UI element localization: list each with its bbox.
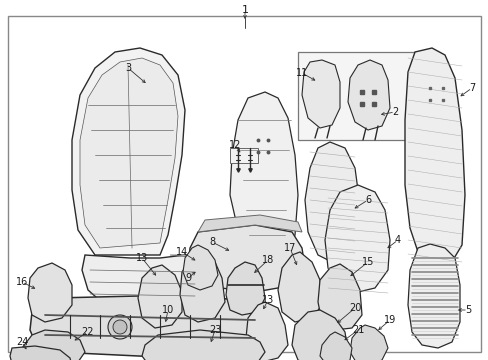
Polygon shape: [72, 48, 184, 255]
Text: 13: 13: [262, 295, 274, 305]
Polygon shape: [245, 302, 287, 360]
Bar: [297, 52, 425, 140]
Text: 22: 22: [81, 327, 94, 337]
Text: 23: 23: [208, 325, 221, 335]
Text: 11: 11: [295, 68, 307, 78]
Text: 10: 10: [162, 305, 174, 315]
Text: 19: 19: [383, 315, 395, 325]
Polygon shape: [404, 48, 464, 268]
Polygon shape: [10, 346, 72, 360]
Text: 6: 6: [364, 195, 370, 205]
Text: 16: 16: [16, 277, 28, 287]
Text: 4: 4: [394, 235, 400, 245]
Text: 5: 5: [464, 305, 470, 315]
Polygon shape: [138, 265, 182, 328]
Text: 14: 14: [176, 247, 188, 257]
Text: 12: 12: [228, 140, 241, 150]
Text: 2: 2: [391, 107, 397, 117]
Polygon shape: [80, 58, 178, 248]
Polygon shape: [180, 255, 224, 322]
Polygon shape: [30, 295, 269, 358]
Polygon shape: [142, 330, 264, 360]
Text: 13: 13: [136, 253, 148, 263]
Text: 17: 17: [283, 243, 296, 253]
Text: 7: 7: [468, 83, 474, 93]
Polygon shape: [291, 310, 347, 360]
Polygon shape: [225, 262, 264, 315]
Bar: [229, 148, 258, 163]
Text: 8: 8: [208, 237, 215, 247]
Polygon shape: [229, 92, 297, 262]
Circle shape: [113, 320, 127, 334]
Text: 21: 21: [351, 325, 364, 335]
Text: 1: 1: [241, 5, 248, 15]
Polygon shape: [82, 255, 204, 312]
Polygon shape: [319, 332, 351, 360]
Polygon shape: [20, 330, 85, 360]
Text: 18: 18: [262, 255, 274, 265]
Polygon shape: [183, 245, 218, 290]
Polygon shape: [325, 185, 389, 292]
Text: 3: 3: [124, 63, 131, 73]
Text: 20: 20: [348, 303, 361, 313]
Polygon shape: [302, 60, 339, 128]
Text: 9: 9: [184, 273, 191, 283]
Polygon shape: [170, 255, 209, 308]
Polygon shape: [305, 142, 359, 262]
Polygon shape: [347, 60, 389, 130]
Polygon shape: [278, 252, 321, 322]
Polygon shape: [317, 264, 361, 330]
Circle shape: [108, 315, 132, 339]
Polygon shape: [28, 263, 72, 322]
Text: 24: 24: [16, 337, 28, 347]
Polygon shape: [187, 225, 305, 292]
Polygon shape: [349, 325, 387, 360]
Text: 15: 15: [361, 257, 373, 267]
Polygon shape: [198, 215, 302, 232]
Polygon shape: [407, 244, 459, 348]
